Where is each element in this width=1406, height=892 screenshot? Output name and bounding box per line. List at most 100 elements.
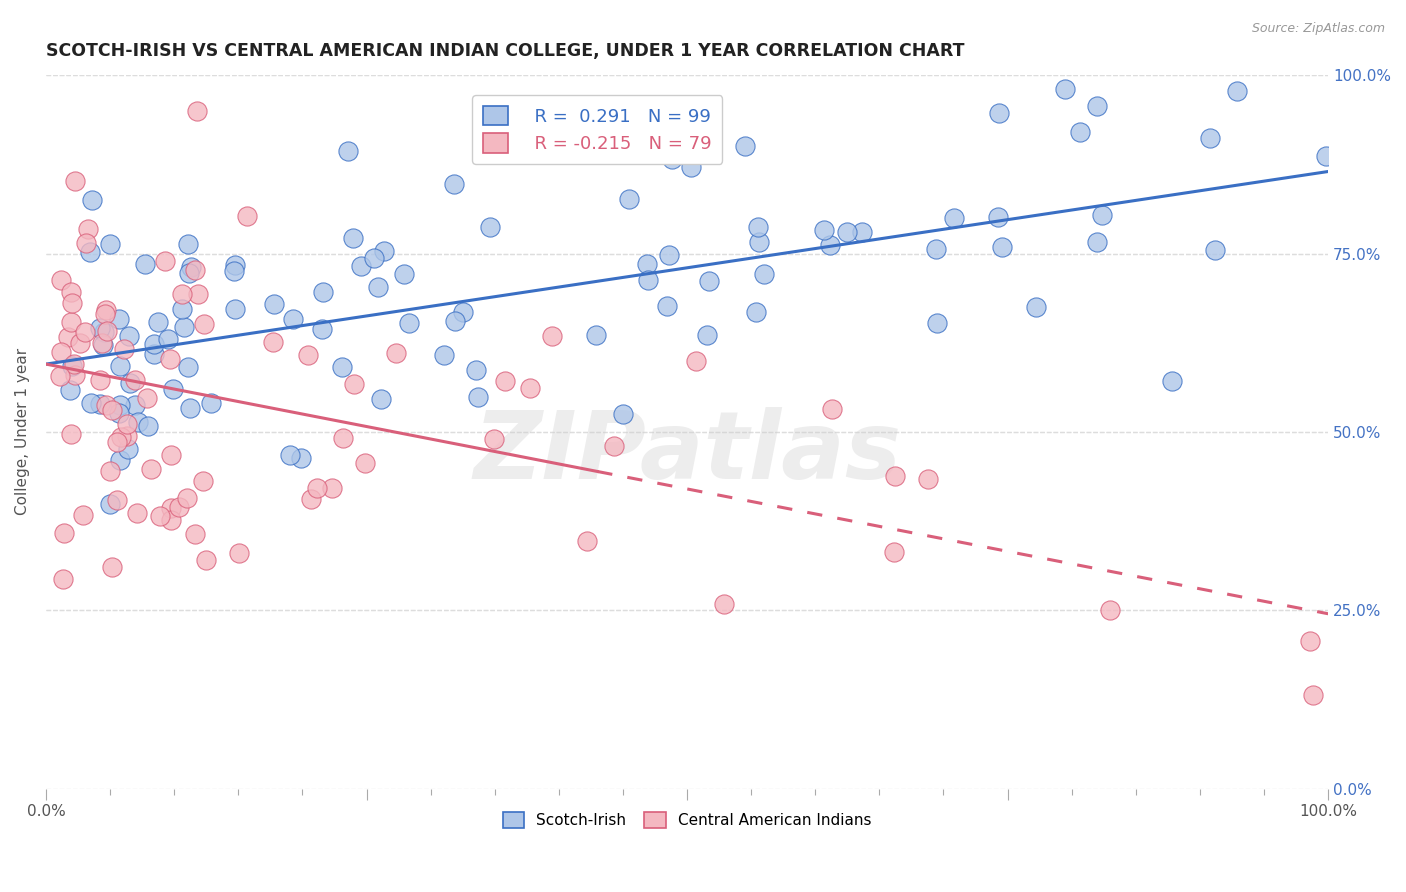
Point <box>1299 633 1322 648</box>
Point <box>160 501 183 516</box>
Point <box>658 248 681 262</box>
Text: SCOTCH-IRISH VS CENTRAL AMERICAN INDIAN COLLEGE, UNDER 1 YEAR CORRELATION CHART: SCOTCH-IRISH VS CENTRAL AMERICAN INDIAN … <box>46 42 965 60</box>
Point <box>93 325 115 339</box>
Point <box>89 321 111 335</box>
Point <box>1053 82 1076 96</box>
Point <box>312 285 335 300</box>
Point <box>58 383 80 397</box>
Point <box>748 235 770 249</box>
Point <box>80 395 103 409</box>
Point <box>453 305 475 319</box>
Point <box>191 475 214 489</box>
Point <box>117 442 139 456</box>
Point <box>1069 125 1091 139</box>
Point <box>1085 235 1108 249</box>
Point <box>1302 688 1324 702</box>
Point <box>59 315 82 329</box>
Point <box>124 397 146 411</box>
Point <box>108 312 131 326</box>
Point <box>177 266 200 280</box>
Point <box>149 509 172 524</box>
Point <box>60 359 83 374</box>
Point <box>173 320 195 334</box>
Point <box>105 493 128 508</box>
Point <box>236 209 259 223</box>
Point <box>307 481 329 495</box>
Point <box>661 152 683 166</box>
Point <box>987 210 1010 224</box>
Point <box>222 264 245 278</box>
Point <box>685 353 707 368</box>
Point <box>925 316 948 330</box>
Point <box>98 497 121 511</box>
Point <box>62 295 84 310</box>
Point <box>540 329 562 343</box>
Point <box>262 334 284 349</box>
Point <box>65 368 87 382</box>
Point <box>120 376 142 390</box>
Point <box>343 377 366 392</box>
Point <box>52 572 75 586</box>
Point <box>108 399 131 413</box>
Point <box>745 305 768 319</box>
Point <box>290 451 312 466</box>
Point <box>398 316 420 330</box>
Point <box>177 359 200 374</box>
Point <box>127 415 149 429</box>
Point <box>297 348 319 362</box>
Point <box>136 418 159 433</box>
Point <box>143 347 166 361</box>
Point <box>612 408 634 422</box>
Y-axis label: College, Under 1 year: College, Under 1 year <box>15 348 30 516</box>
Point <box>851 225 873 239</box>
Point <box>1091 208 1114 222</box>
Point <box>195 552 218 566</box>
Point <box>118 328 141 343</box>
Point <box>117 417 139 431</box>
Point <box>79 244 101 259</box>
Point <box>655 299 678 313</box>
Point <box>752 268 775 282</box>
Point <box>336 145 359 159</box>
Point <box>747 219 769 234</box>
Point <box>100 402 122 417</box>
Point <box>127 506 149 520</box>
Point <box>1098 603 1121 617</box>
Point <box>332 431 354 445</box>
Point <box>990 240 1012 254</box>
Point <box>988 106 1011 120</box>
Point <box>444 314 467 328</box>
Point <box>72 508 94 522</box>
Point <box>443 177 465 191</box>
Point <box>58 330 80 344</box>
Point <box>75 235 97 250</box>
Point <box>89 397 111 411</box>
Point <box>602 439 624 453</box>
Point <box>917 472 939 486</box>
Point <box>105 435 128 450</box>
Point <box>110 430 132 444</box>
Point <box>98 237 121 252</box>
Point <box>60 427 83 442</box>
Text: ZIPatlas: ZIPatlas <box>472 408 901 500</box>
Point <box>170 301 193 316</box>
Point <box>734 138 756 153</box>
Point <box>636 256 658 270</box>
Point <box>77 222 100 236</box>
Point <box>93 307 115 321</box>
Point <box>619 192 641 206</box>
Point <box>184 527 207 541</box>
Point <box>519 381 541 395</box>
Point <box>167 500 190 514</box>
Point <box>349 259 371 273</box>
Point <box>136 391 159 405</box>
Point <box>637 273 659 287</box>
Point <box>464 362 486 376</box>
Point <box>112 342 135 356</box>
Point <box>321 481 343 495</box>
Point <box>482 432 505 446</box>
Point <box>363 252 385 266</box>
Point <box>330 359 353 374</box>
Point <box>925 242 948 256</box>
Point <box>157 332 180 346</box>
